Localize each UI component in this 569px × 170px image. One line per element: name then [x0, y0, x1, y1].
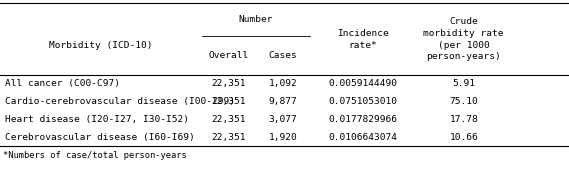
Text: 22,351: 22,351 [212, 133, 246, 142]
Text: 9,877: 9,877 [269, 97, 298, 106]
Text: Heart disease (I20-I27, I30-I52): Heart disease (I20-I27, I30-I52) [5, 115, 188, 124]
Text: 17.78: 17.78 [450, 115, 478, 124]
Text: 22,351: 22,351 [212, 115, 246, 124]
Text: Cases: Cases [269, 51, 298, 60]
Text: 22,351: 22,351 [212, 79, 246, 88]
Text: 0.0751053010: 0.0751053010 [328, 97, 397, 106]
Text: Number: Number [239, 15, 273, 24]
Text: 5.91: 5.91 [452, 79, 475, 88]
Text: Cerebrovascular disease (I60-I69): Cerebrovascular disease (I60-I69) [5, 133, 194, 142]
Text: 3,077: 3,077 [269, 115, 298, 124]
Text: 1,092: 1,092 [269, 79, 298, 88]
Text: 0.0059144490: 0.0059144490 [328, 79, 397, 88]
Text: Incidence
rate*: Incidence rate* [337, 29, 389, 49]
Text: All cancer (C00-C97): All cancer (C00-C97) [5, 79, 119, 88]
Text: *Numbers of case/total person-years: *Numbers of case/total person-years [3, 151, 187, 160]
Text: 1,920: 1,920 [269, 133, 298, 142]
Text: Overall: Overall [209, 51, 249, 60]
Text: 0.0106643074: 0.0106643074 [328, 133, 397, 142]
Text: Crude
morbidity rate
(per 1000
person-years): Crude morbidity rate (per 1000 person-ye… [423, 17, 504, 61]
Text: 22,351: 22,351 [212, 97, 246, 106]
Text: 75.10: 75.10 [450, 97, 478, 106]
Text: 0.0177829966: 0.0177829966 [328, 115, 397, 124]
Text: Cardio-cerebrovascular disease (I00-I99): Cardio-cerebrovascular disease (I00-I99) [5, 97, 234, 106]
Text: 10.66: 10.66 [450, 133, 478, 142]
Text: Morbidity (ICD-10): Morbidity (ICD-10) [50, 41, 152, 50]
